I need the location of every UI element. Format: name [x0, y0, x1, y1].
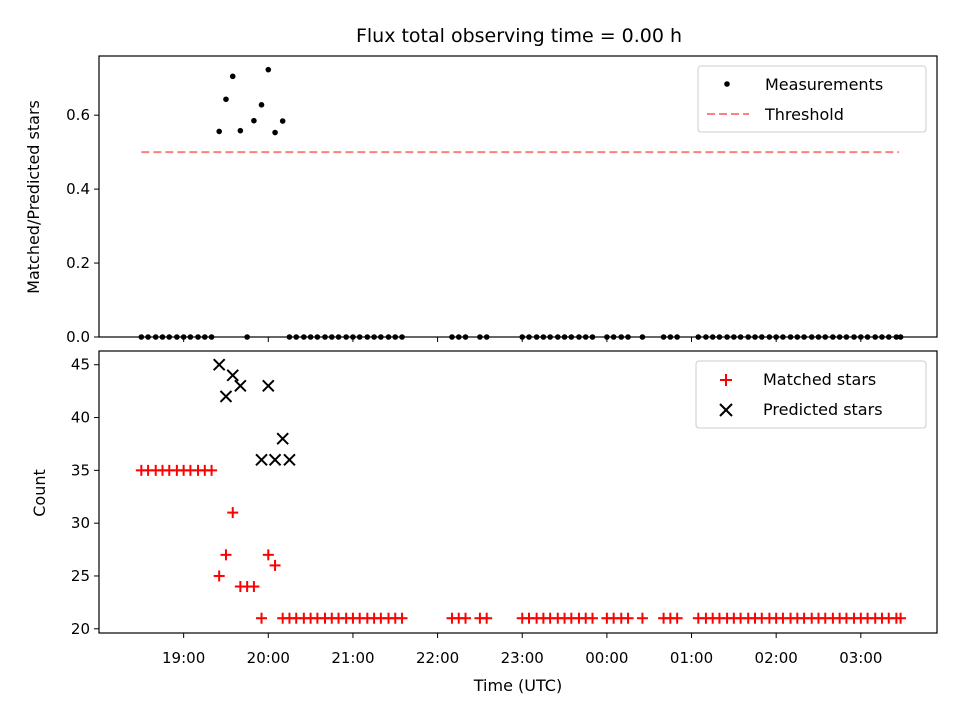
measurement-point: [258, 102, 265, 108]
top-legend-box: [697, 65, 927, 133]
predicted-star-point: [226, 369, 239, 382]
matched-star-point: [256, 612, 268, 624]
top-y-tick-label: 0.4: [66, 180, 90, 198]
bottom-y-tick-label: 40: [71, 409, 90, 427]
matched-star-point: [213, 570, 225, 582]
bottom-x-tick-label: 01:00: [670, 649, 713, 667]
top-panel: 0.0 0.2 0.4 0.6 Matched/Predicted stars Mea…: [24, 55, 938, 346]
measurement-point: [251, 117, 257, 124]
legend-predicted-marker: [719, 403, 733, 417]
bottom-legend-box: [695, 360, 927, 429]
measurement-point: [237, 127, 244, 134]
top-y-tick-label: 0.2: [66, 254, 90, 272]
bottom-legend: Matched stars Predicted stars: [695, 360, 927, 429]
bottom-panel: 20 25 30 35 40 45 19:00 20:00 21:00 22:00 23:00 00…: [30, 350, 938, 695]
bottom-x-tick-label: 20:00: [247, 649, 290, 667]
bottom-x-tick-label: 19:00: [162, 649, 205, 667]
predicted-star-point: [283, 453, 296, 466]
legend-matched-marker: [720, 374, 732, 386]
predicted-star-point: [276, 432, 289, 445]
measurement-point: [272, 129, 278, 136]
top-axes-frame: [98, 55, 938, 338]
matched-star-point: [262, 549, 274, 561]
bottom-y-tick-label: 30: [71, 514, 90, 532]
measurement-point: [279, 118, 286, 124]
top-legend: Measurements Threshold: [697, 65, 927, 133]
matched-star-point: [220, 549, 232, 561]
top-y-tick-label: 0.0: [66, 328, 90, 346]
matched-star-point: [895, 612, 907, 624]
measurement-point: [223, 96, 229, 103]
top-y-tick-label: 0.6: [66, 106, 90, 124]
bottom-y-tick-label: 35: [71, 461, 90, 479]
bottom-x-tick-label: 21:00: [331, 649, 374, 667]
predicted-star-point: [255, 453, 268, 466]
matched-star-point: [481, 612, 493, 624]
matched-star-point: [248, 581, 260, 593]
bottom-x-tick-label: 02:00: [755, 649, 798, 667]
bottom-y-axis-label: Count: [30, 469, 49, 517]
legend-measurements-marker: [724, 81, 730, 87]
top-y-axis-label: Matched/Predicted stars: [24, 100, 43, 294]
bottom-axes-frame: [98, 350, 938, 634]
matched-star-point: [206, 464, 218, 476]
bottom-y-tick-label: 25: [71, 567, 90, 585]
matched-star-point: [586, 612, 598, 624]
predicted-star-point: [212, 358, 226, 371]
predicted-star-point: [234, 379, 247, 393]
matched-star-point: [227, 507, 239, 519]
bottom-x-tick-label: 03:00: [839, 649, 882, 667]
matched-star-point: [636, 612, 648, 624]
matched-star-point: [622, 612, 634, 624]
matched-star-point: [460, 612, 472, 624]
chart-title: Flux total observing time = 0.00 h: [356, 25, 682, 47]
bottom-x-tick-label: 22:00: [416, 649, 459, 667]
predicted-star-point: [219, 390, 233, 403]
legend-threshold-label: Threshold: [764, 105, 844, 124]
legend-matched-label: Matched stars: [763, 370, 876, 389]
matched-star-point: [396, 612, 408, 624]
bottom-x-axis-label: Time (UTC): [473, 676, 562, 695]
bottom-x-tick-label: 23:00: [501, 649, 544, 667]
predicted-star-point: [268, 453, 282, 466]
measurement-point: [265, 66, 272, 73]
legend-predicted-label: Predicted stars: [763, 400, 883, 419]
predicted-star-point: [262, 379, 275, 393]
matched-star-point: [269, 559, 281, 571]
bottom-y-tick-label: 45: [71, 356, 90, 374]
bottom-x-tick-label: 00:00: [585, 649, 628, 667]
measurement-point: [216, 128, 222, 135]
matched-star-point: [671, 612, 683, 624]
measurement-point: [229, 73, 236, 80]
bottom-y-tick-label: 20: [71, 620, 90, 638]
legend-measurements-label: Measurements: [765, 75, 883, 94]
